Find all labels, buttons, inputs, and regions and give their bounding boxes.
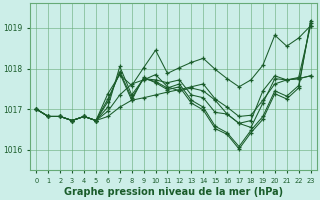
X-axis label: Graphe pression niveau de la mer (hPa): Graphe pression niveau de la mer (hPa) <box>64 187 283 197</box>
